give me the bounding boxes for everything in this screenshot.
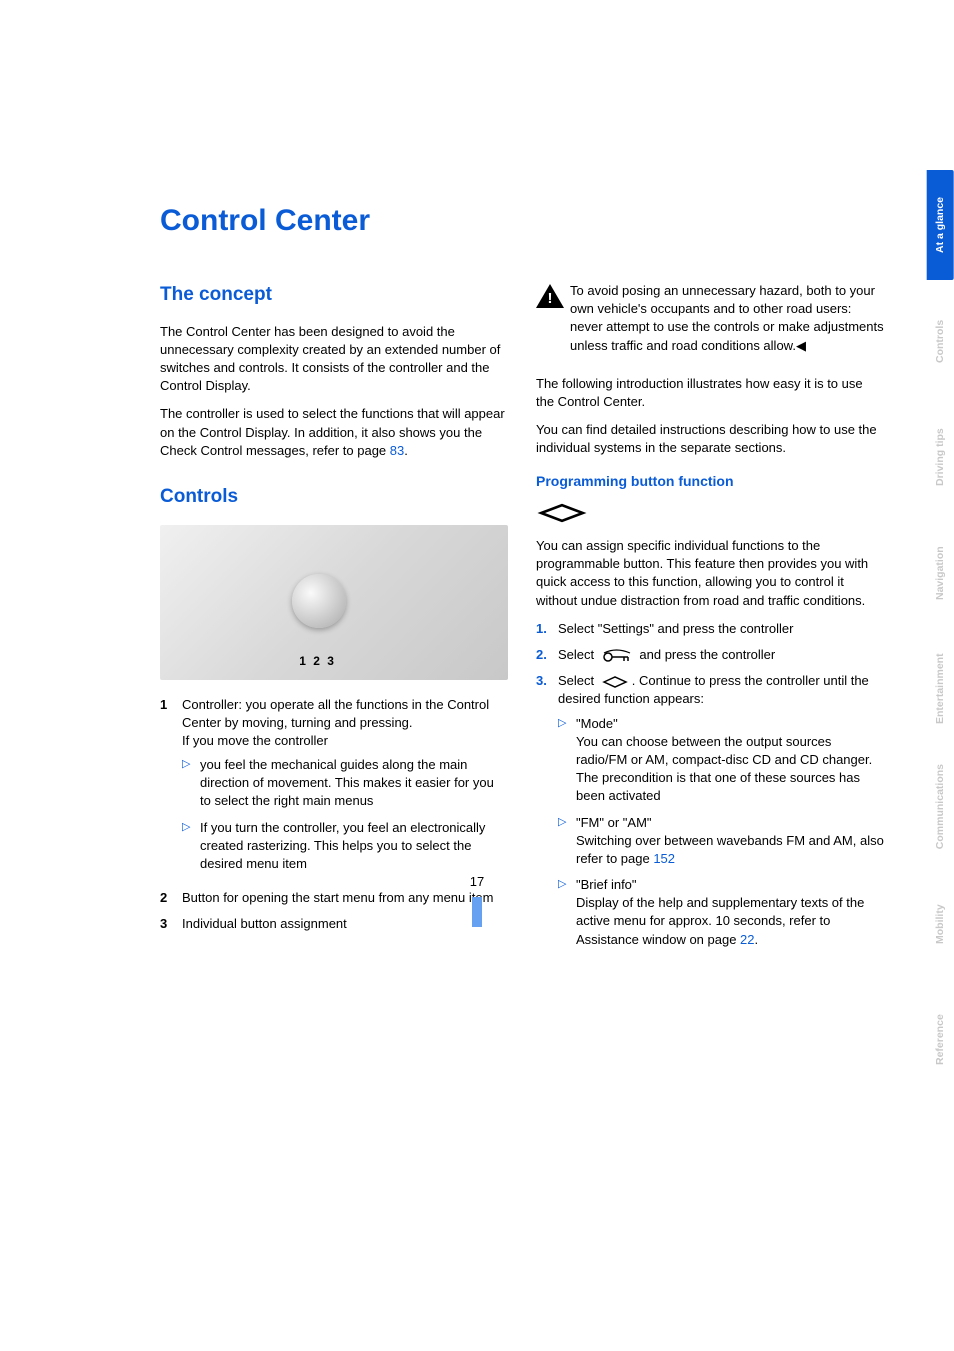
figure-callouts: 1 2 3 xyxy=(299,653,338,670)
callout-1: 1 xyxy=(299,654,306,668)
step-2: 2. Select and press the controller xyxy=(536,646,884,664)
opt2-title: "FM" or "AM" xyxy=(576,814,884,832)
page-title: Control Center xyxy=(160,200,884,242)
opt2-body: Switching over between wavebands FM and … xyxy=(576,832,884,868)
tab-entertainment[interactable]: Entertainment xyxy=(927,634,954,744)
opt3-text-end: . xyxy=(755,932,759,947)
step2-num: 2. xyxy=(536,646,558,664)
warning-text: To avoid posing an unnecessary hazard, b… xyxy=(570,282,884,355)
step3-text-a: Select xyxy=(558,673,594,688)
option-fm-am: "FM" or "AM" Switching over between wave… xyxy=(558,814,884,869)
page-number-block: 17 xyxy=(0,873,954,927)
opt1-body: You can choose between the output source… xyxy=(576,733,884,806)
step2-text-a: Select xyxy=(558,647,594,662)
controller-image: 1 2 3 xyxy=(160,525,508,680)
warning-end-mark: ◀ xyxy=(796,338,806,353)
controls-item-1: 1 Controller: you operate all the functi… xyxy=(160,696,508,882)
tab-reference[interactable]: Reference xyxy=(927,985,954,1095)
option-mode: "Mode" You can choose between the output… xyxy=(558,715,884,806)
warning-icon xyxy=(536,284,564,308)
item1-bullets: you feel the mechanical guides along the… xyxy=(182,756,508,873)
two-column-layout: The concept The Control Center has been … xyxy=(160,282,884,967)
concept-p2: The controller is used to select the fun… xyxy=(160,405,508,460)
page-link-22[interactable]: 22 xyxy=(740,932,754,947)
intro2-p1: The following introduction illustrates h… xyxy=(536,375,884,411)
opt1-title: "Mode" xyxy=(576,715,884,733)
left-column: The concept The Control Center has been … xyxy=(160,282,508,967)
tab-controls[interactable]: Controls xyxy=(927,286,954,396)
intro2-p2: You can find detailed instructions descr… xyxy=(536,421,884,457)
tab-driving-tips[interactable]: Driving tips xyxy=(927,402,954,512)
programming-p1: You can assign specific individual funct… xyxy=(536,537,884,610)
item1-sub: If you move the controller xyxy=(182,732,508,750)
manual-page: Control Center The concept The Control C… xyxy=(0,0,954,1047)
callout-2: 2 xyxy=(313,654,320,668)
item1-num: 1 xyxy=(160,696,182,882)
callout-3: 3 xyxy=(327,654,334,668)
item1-body: Controller: you operate all the function… xyxy=(182,696,508,882)
page-number: 17 xyxy=(470,874,484,889)
programmable-button-icon xyxy=(536,501,588,525)
step1-text: Select "Settings" and press the controll… xyxy=(558,620,884,638)
heading-controls: Controls xyxy=(160,484,508,511)
item1-bullet-2: If you turn the controller, you feel an … xyxy=(182,819,508,874)
key-icon xyxy=(602,649,632,663)
item1-bullet-1: you feel the mechanical guides along the… xyxy=(182,756,508,811)
step2-text-b: and press the controller xyxy=(639,647,775,662)
page-link-152[interactable]: 152 xyxy=(653,851,675,866)
item1-text: Controller: you operate all the function… xyxy=(182,697,489,730)
concept-p2-text: The controller is used to select the fun… xyxy=(160,406,505,457)
page-number-bar xyxy=(472,897,482,927)
diamond-small-icon xyxy=(602,676,628,688)
section-tabs: At a glance Controls Driving tips Naviga… xyxy=(927,170,954,1095)
concept-p2-end: . xyxy=(404,443,408,458)
heading-concept: The concept xyxy=(160,282,508,309)
step-1: 1. Select "Settings" and press the contr… xyxy=(536,620,884,638)
page-link-83[interactable]: 83 xyxy=(390,443,404,458)
warning-block: To avoid posing an unnecessary hazard, b… xyxy=(536,282,884,365)
tab-at-a-glance[interactable]: At a glance xyxy=(927,170,954,280)
concept-p1: The Control Center has been designed to … xyxy=(160,323,508,396)
tab-navigation[interactable]: Navigation xyxy=(927,518,954,628)
warning-body: To avoid posing an unnecessary hazard, b… xyxy=(570,283,884,353)
heading-programming: Programming button function xyxy=(536,472,884,492)
step1-num: 1. xyxy=(536,620,558,638)
tab-communications[interactable]: Communications xyxy=(927,750,954,863)
right-column: To avoid posing an unnecessary hazard, b… xyxy=(536,282,884,967)
step2-body: Select and press the controller xyxy=(558,646,884,664)
opt2-text: Switching over between wavebands FM and … xyxy=(576,833,884,866)
